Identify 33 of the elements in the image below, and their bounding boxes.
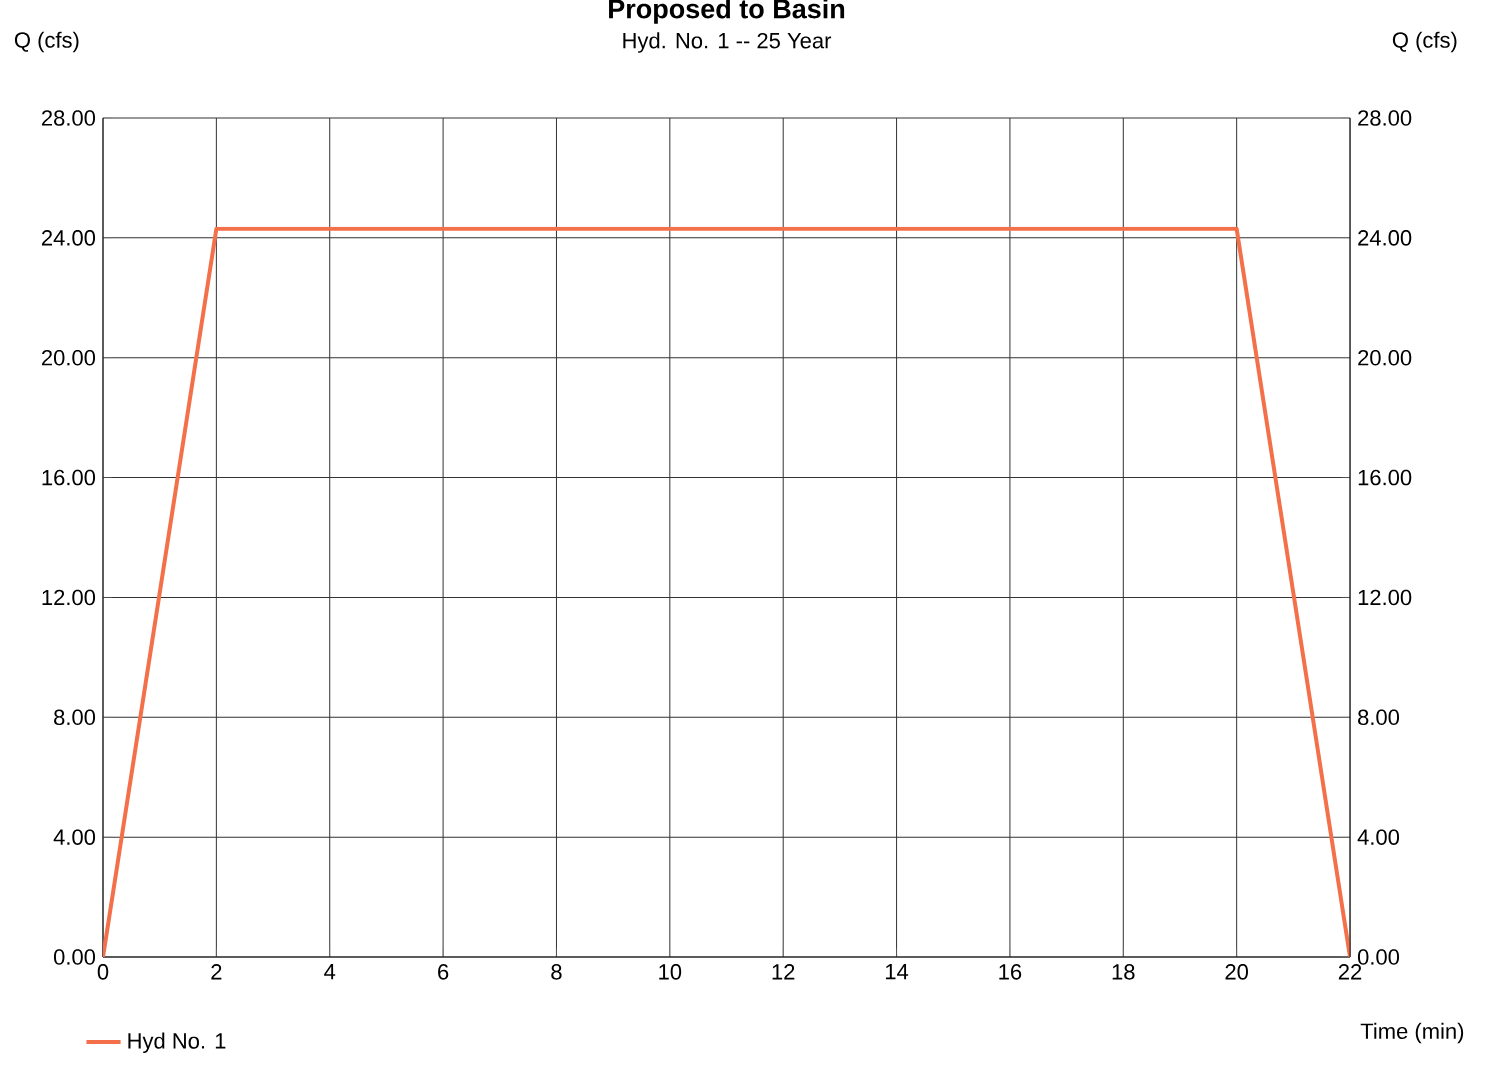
y-tick-label: 28.00 [41,110,96,126]
x-tick-label: 0 [97,964,109,980]
x-tick-label: 6 [438,964,449,980]
y-tick-label: 0.00 [53,949,96,965]
x-tick-label: 10 [659,964,682,980]
y2-tick-label: 20.00 [1358,349,1412,366]
x-tick-label: 20 [1225,964,1249,980]
x-tick-label: 4 [324,964,336,980]
y2-tick-label: 4.00 [1357,829,1400,845]
y-axis-title: Q (cfs) [14,31,79,53]
x-tick-label: 22 [1338,964,1362,980]
x-tick-label: 12 [772,964,795,980]
x-tick-label: 18 [1112,964,1135,980]
y-tick-label: 20.00 [41,349,96,366]
y2-tick-label: 28.00 [1358,110,1412,126]
y-tick-label: 16.00 [42,469,96,486]
y2-tick-label: 12.00 [1358,589,1412,606]
x-axis-title: Time (min) [1360,1022,1464,1044]
y2-tick-label: 16.00 [1358,469,1412,486]
x-tick-label: 8 [551,964,562,980]
y-tick-label: 12.00 [42,589,96,606]
y2-tick-label: 24.00 [1358,230,1412,246]
y2-tick-label: 8.00 [1358,709,1400,726]
x-tick-label: 16 [999,964,1022,980]
y-tick-label: 24.00 [41,230,96,246]
x-tick-label: 2 [211,964,222,980]
y2-axis-title: Q (cfs) [1392,31,1457,53]
y2-tick-label: 0.00 [1357,949,1400,965]
y-tick-label: 4.00 [53,829,96,845]
legend-label: Hyd No. 1 [128,1032,226,1054]
y-tick-label: 8.00 [54,709,96,726]
x-tick-label: 14 [885,964,909,980]
chart-subtitle: Hyd. No. 1 -- 25 Year [623,32,832,53]
